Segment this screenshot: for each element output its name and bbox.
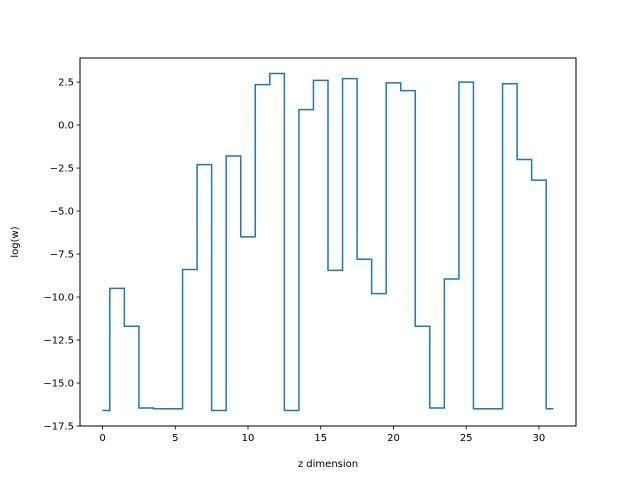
y-tick-label: −5.0 [50,207,74,218]
y-tick-label: −12.5 [43,336,74,347]
y-tick-label: −17.5 [43,422,74,433]
x-tick-label: 30 [533,433,546,444]
x-tick-label: 20 [387,433,400,444]
x-axis-label: z dimension [298,459,358,470]
marks-layer [102,72,554,412]
y-tick-label: −15.0 [43,379,74,390]
plot-frame [79,57,577,427]
y-tick-label: −2.5 [50,164,74,175]
y-tick-label: 0.0 [58,121,74,132]
y-tick-label: 2.5 [58,78,74,89]
x-tick-label: 5 [172,433,178,444]
y-axis-label: log(w) [10,226,21,257]
ticks-layer: 0 5 10 15 20 25 30 2.5 0.0 −2.5 −5.0 −7.5 −10.0 −12.5… [43,78,545,444]
x-tick-label: 15 [314,433,327,444]
x-tick-label: 10 [242,433,255,444]
y-tick-label: −7.5 [50,250,74,261]
x-tick-label: 25 [460,433,473,444]
y-tick-label: −10.0 [43,293,74,304]
x-tick-label: 0 [99,433,105,444]
series-line-0 [102,72,554,412]
